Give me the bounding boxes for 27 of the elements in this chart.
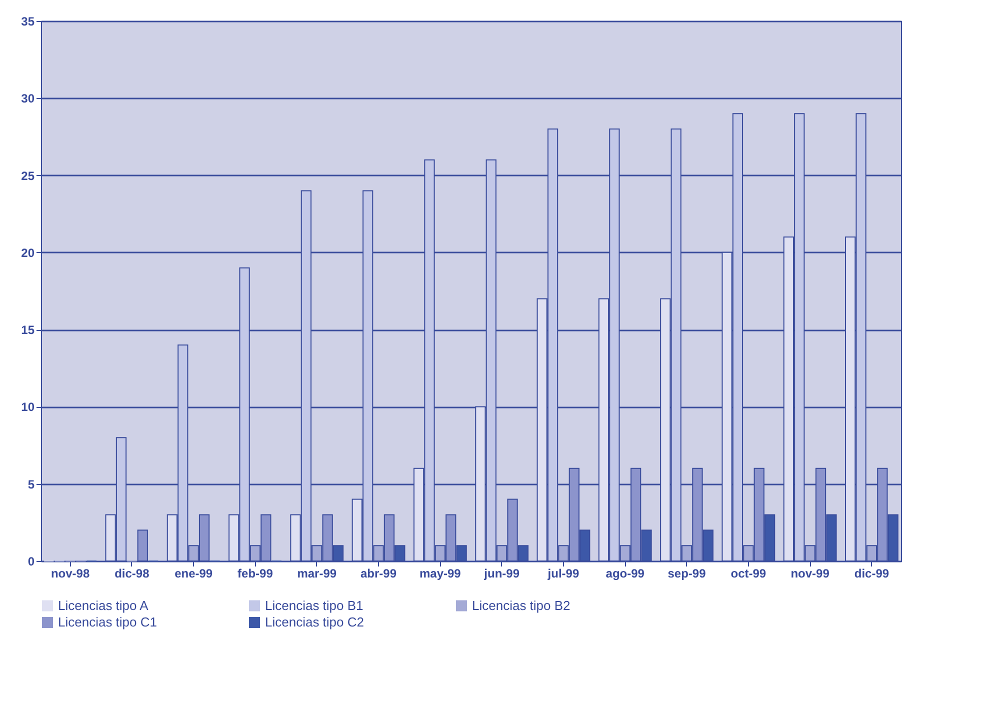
- legend-label: Licencias tipo A: [58, 598, 149, 613]
- x-tick-label: nov-98: [50, 566, 90, 580]
- y-tick-label: 5: [28, 477, 35, 492]
- x-tick-label: ago-99: [606, 566, 645, 580]
- x-tick-label: dic-99: [854, 566, 890, 580]
- legend-label: Licencias tipo B1: [265, 598, 364, 613]
- legend-label: Licencias tipo B2: [472, 598, 570, 613]
- x-tick-label: dic-98: [114, 566, 150, 580]
- legend-label: Licencias tipo C1: [58, 614, 157, 630]
- y-tick-label: 15: [21, 323, 35, 338]
- y-tick-label: 20: [21, 246, 35, 260]
- y-tick-label: 10: [21, 400, 35, 414]
- y-tick-label: 30: [21, 92, 35, 106]
- x-tick-label: ene-99: [174, 566, 213, 580]
- x-tick-label: mar-99: [297, 566, 337, 580]
- y-tick-label: 35: [21, 14, 35, 28]
- x-tick-label: feb-99: [238, 566, 274, 580]
- x-tick-label: nov-99: [790, 566, 830, 580]
- x-tick-label: oct-99: [730, 566, 766, 580]
- x-tick-label: abr-99: [360, 566, 397, 580]
- y-tick-label: 0: [28, 554, 35, 568]
- x-tick-label: jun-99: [483, 566, 520, 580]
- legend-label: Licencias tipo C2: [265, 614, 364, 630]
- x-tick-label: jul-99: [546, 566, 580, 580]
- x-tick-label: sep-99: [668, 566, 706, 580]
- y-tick-label: 25: [21, 168, 35, 183]
- x-tick-label: may-99: [419, 566, 462, 580]
